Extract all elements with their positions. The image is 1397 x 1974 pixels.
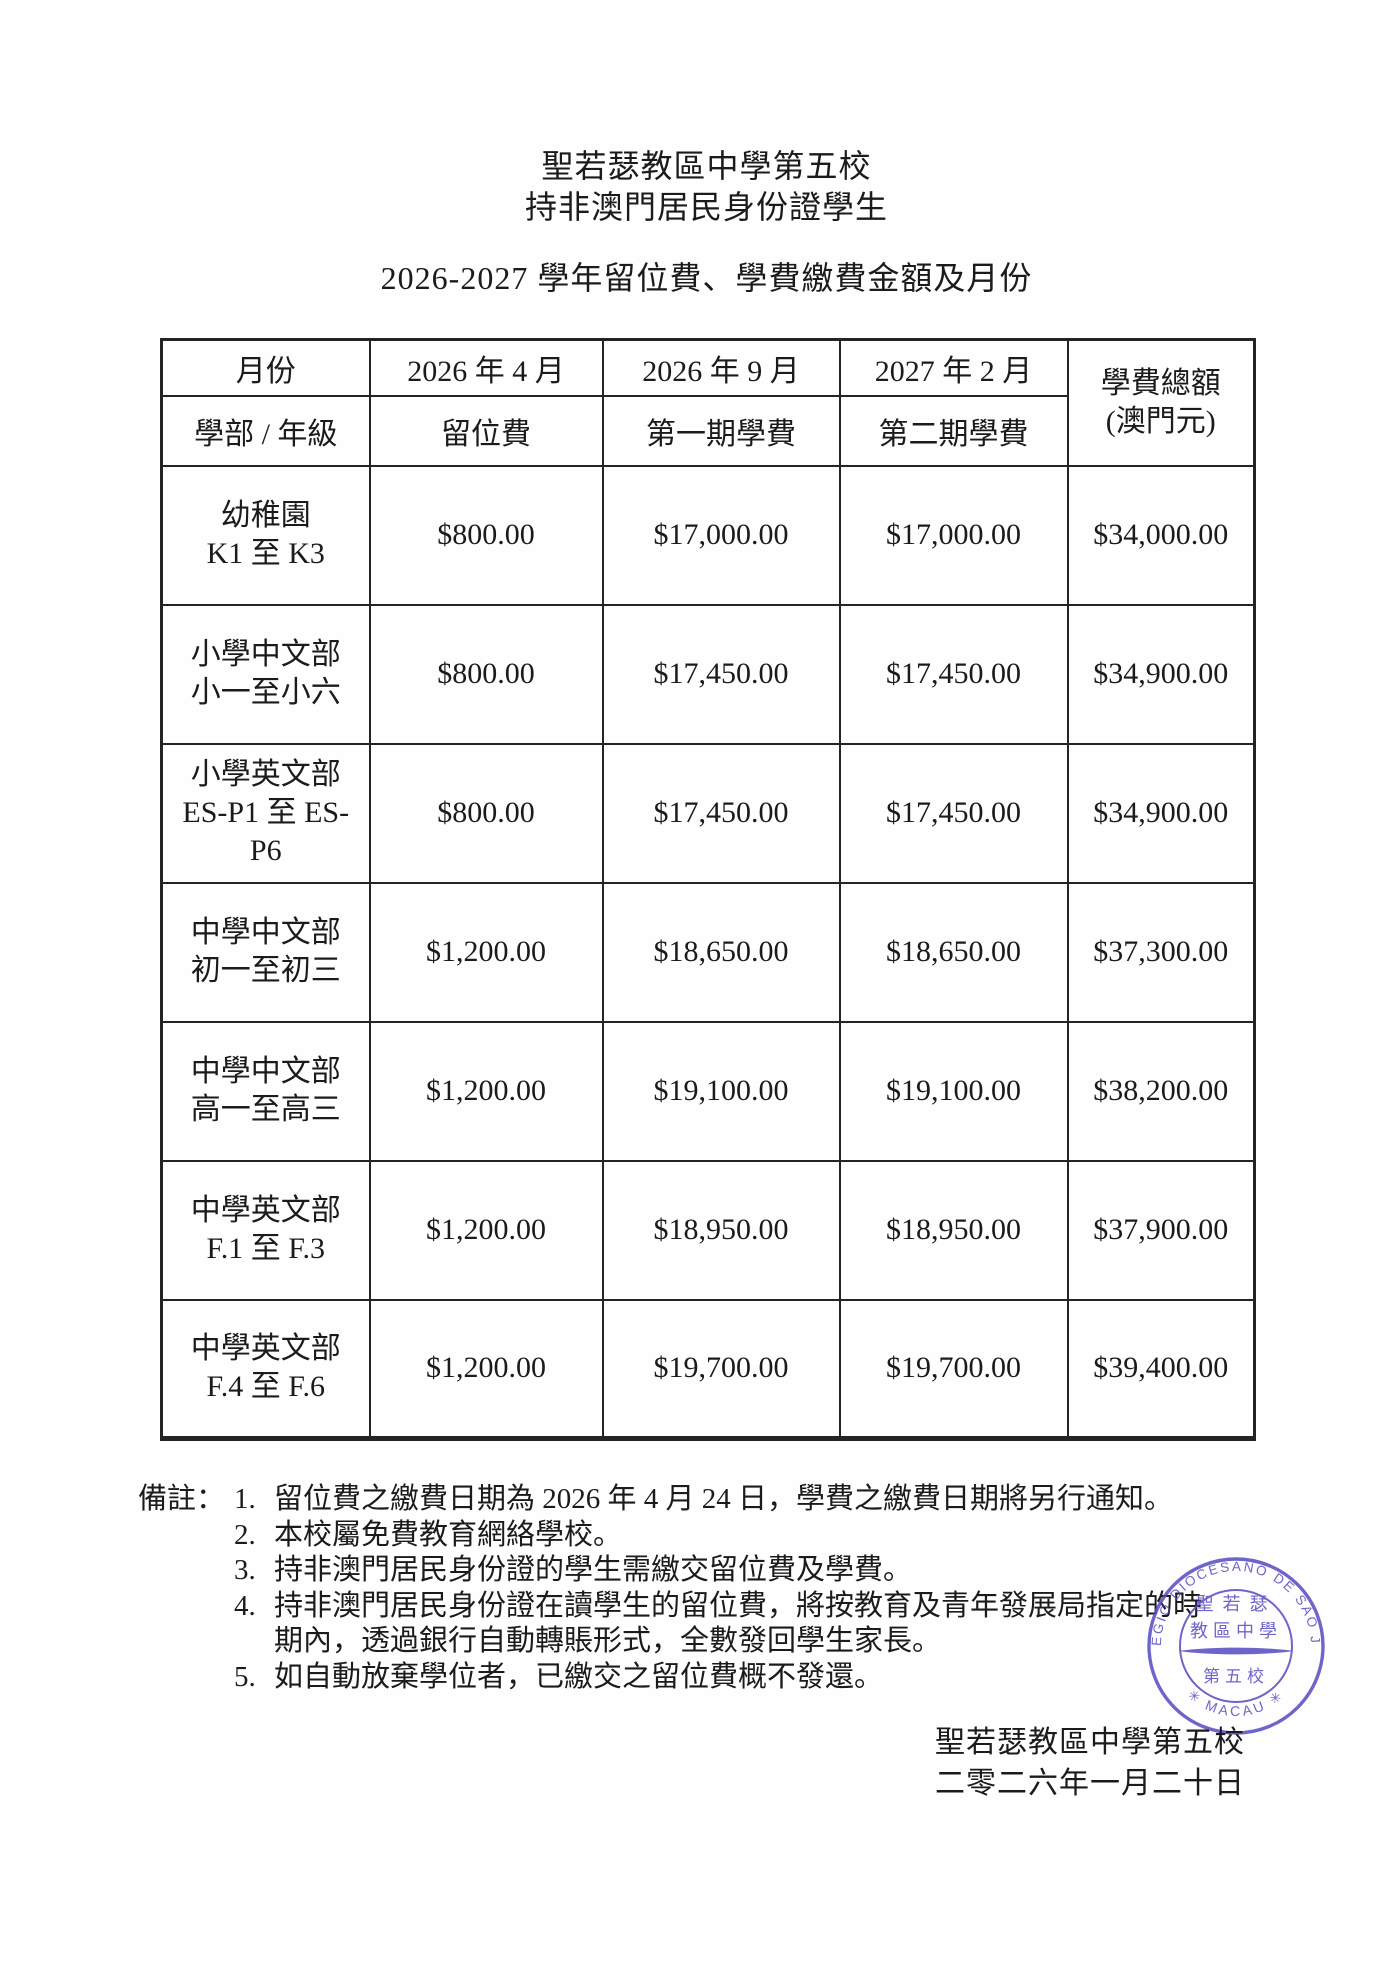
header-term1-fee: 第一期學費 (601, 394, 841, 467)
term2-fee-cell: $18,950.00 (838, 1159, 1069, 1301)
header-month-feb: 2027 年 2 月 (838, 338, 1069, 397)
header-month-apr: 2026 年 4 月 (368, 338, 604, 397)
fee-row-secondary-english-junior: 中學英文部 F.1 至 F.3 $1,200.00 $18,950.00 $18… (160, 1159, 1256, 1301)
signature-date: 二零二六年一月二十日 (935, 1767, 1245, 1800)
term1-fee-cell: $17,450.00 (601, 603, 841, 745)
term1-fee-cell: $17,450.00 (601, 742, 841, 884)
reserve-fee-cell: $800.00 (368, 464, 604, 606)
section-cell: 小學英文部 ES-P1 至 ES-P6 (160, 742, 371, 884)
header-section-label: 學部 / 年級 (160, 394, 371, 467)
header-reserve-fee: 留位費 (368, 394, 604, 467)
fee-row-primary-english: 小學英文部 ES-P1 至 ES-P6 $800.00 $17,450.00 $… (160, 742, 1256, 884)
school-stamp: COLEGIO DIOCESANO DE SÃO JOSÉ ✳ MACAU ✳ … (1144, 1554, 1325, 1735)
signature-school-name: 聖若瑟教區中學第五校 (935, 1726, 1245, 1759)
fee-row-secondary-chinese-senior: 中學中文部 高一至高三 $1,200.00 $19,100.00 $19,100… (160, 1020, 1256, 1162)
term2-fee-cell: $17,000.00 (838, 464, 1069, 606)
total-fee-cell: $38,200.00 (1066, 1020, 1256, 1162)
section-cell: 中學英文部 F.1 至 F.3 (160, 1159, 371, 1301)
reserve-fee-cell: $1,200.00 (368, 1298, 604, 1440)
term1-fee-cell: $19,100.00 (601, 1020, 841, 1162)
document-subject: 2026-2027 學年留位費、學費繳費金額及月份 (380, 260, 1033, 296)
term1-fee-cell: $19,700.00 (601, 1298, 841, 1440)
remark-item-4: 4. 持非澳門居民身份證在讀學生的留位費，將按教育及青年發展局指定的時期內，透過… (234, 1589, 1203, 1658)
fee-row-secondary-english-senior: 中學英文部 F.4 至 F.6 $1,200.00 $19,700.00 $19… (160, 1298, 1256, 1440)
total-fee-cell: $34,900.00 (1066, 742, 1256, 884)
term1-fee-cell: $18,950.00 (601, 1159, 841, 1301)
section-cell: 小學中文部 小一至小六 (160, 603, 371, 745)
student-type-subtitle: 持非澳門居民身份證學生 (524, 189, 888, 225)
fee-row-primary-chinese: 小學中文部 小一至小六 $800.00 $17,450.00 $17,450.0… (160, 603, 1256, 745)
term1-fee-cell: $17,000.00 (601, 464, 841, 606)
stamp-cjk-line3: 第五校 (1203, 1667, 1269, 1686)
reserve-fee-cell: $1,200.00 (368, 1020, 604, 1162)
reserve-fee-cell: $800.00 (368, 742, 604, 884)
stamp-cjk-line1: 聖若瑟 (1196, 1594, 1277, 1614)
stamp-cjk-line2: 教區中學 (1190, 1621, 1282, 1641)
term2-fee-cell: $18,650.00 (838, 881, 1069, 1023)
signature-block: 聖若瑟教區中學第五校 二零二六年一月二十日 (878, 1722, 1302, 1804)
term2-fee-cell: $17,450.00 (838, 742, 1069, 884)
reserve-fee-cell: $1,200.00 (368, 881, 604, 1023)
table-header-row-months: 月份 2026 年 4 月 2026 年 9 月 2027 年 2 月 學費總額… (160, 338, 1256, 467)
remark-item-1: 備註： 1. 留位費之繳費日期為 2026 年 4 月 24 日，學費之繳費日期… (138, 1482, 1228, 1518)
stamp-divider-ornament (1178, 1647, 1294, 1655)
school-title: 聖若瑟教區中學第五校 (541, 148, 872, 184)
section-cell: 幼稚園 K1 至 K3 (160, 464, 371, 606)
section-cell: 中學中文部 初一至初三 (160, 881, 371, 1023)
remark-item-2: 2. 本校屬免費教育網絡學校。 (234, 1518, 623, 1551)
term1-fee-cell: $18,650.00 (601, 881, 841, 1023)
header-term2-fee: 第二期學費 (838, 394, 1069, 467)
reserve-fee-cell: $1,200.00 (368, 1159, 604, 1301)
total-fee-cell: $37,300.00 (1066, 881, 1256, 1023)
remarks-section: 備註： 1. 留位費之繳費日期為 2026 年 4 月 24 日，學費之繳費日期… (138, 1482, 1228, 1695)
reserve-fee-cell: $800.00 (368, 603, 604, 745)
fee-row-secondary-chinese-junior: 中學中文部 初一至初三 $1,200.00 $18,650.00 $18,650… (160, 881, 1256, 1023)
total-fee-cell: $37,900.00 (1066, 1159, 1256, 1301)
stamp-inner-ring (1179, 1589, 1293, 1703)
document-header: 聖若瑟教區中學第五校 持非澳門居民身份證學生 2026-2027 學年留位費、學… (160, 146, 1253, 298)
term2-fee-cell: $19,700.00 (838, 1298, 1069, 1440)
header-month-sep: 2026 年 9 月 (601, 338, 841, 397)
header-total: 學費總額 (澳門元) (1066, 338, 1256, 467)
total-fee-cell: $34,000.00 (1066, 464, 1256, 606)
table-header-row-fees: 學部 / 年級 留位費 第一期學費 第二期學費 (160, 394, 1255, 467)
header-months-label: 月份 (160, 338, 371, 397)
section-cell: 中學英文部 F.4 至 F.6 (160, 1298, 371, 1440)
remark-item-3: 3. 持非澳門居民身份證的學生需繳交留位費及學費。 (234, 1554, 913, 1586)
remarks-label: 備註： (138, 1483, 226, 1515)
fee-table: 月份 2026 年 4 月 2026 年 9 月 2027 年 2 月 學費總額… (160, 338, 1256, 1441)
total-fee-cell: $39,400.00 (1066, 1298, 1256, 1440)
remark-item-5: 5. 如自動放棄學位者，已繳交之留位費概不發還。 (234, 1660, 884, 1693)
term2-fee-cell: $17,450.00 (838, 603, 1069, 745)
total-fee-cell: $34,900.00 (1066, 603, 1256, 745)
stamp-outer-ring (1147, 1557, 1325, 1735)
section-cell: 中學中文部 高一至高三 (160, 1020, 371, 1162)
term2-fee-cell: $19,100.00 (838, 1020, 1069, 1162)
fee-row-kindergarten: 幼稚園 K1 至 K3 $800.00 $17,000.00 $17,000.0… (160, 464, 1256, 606)
